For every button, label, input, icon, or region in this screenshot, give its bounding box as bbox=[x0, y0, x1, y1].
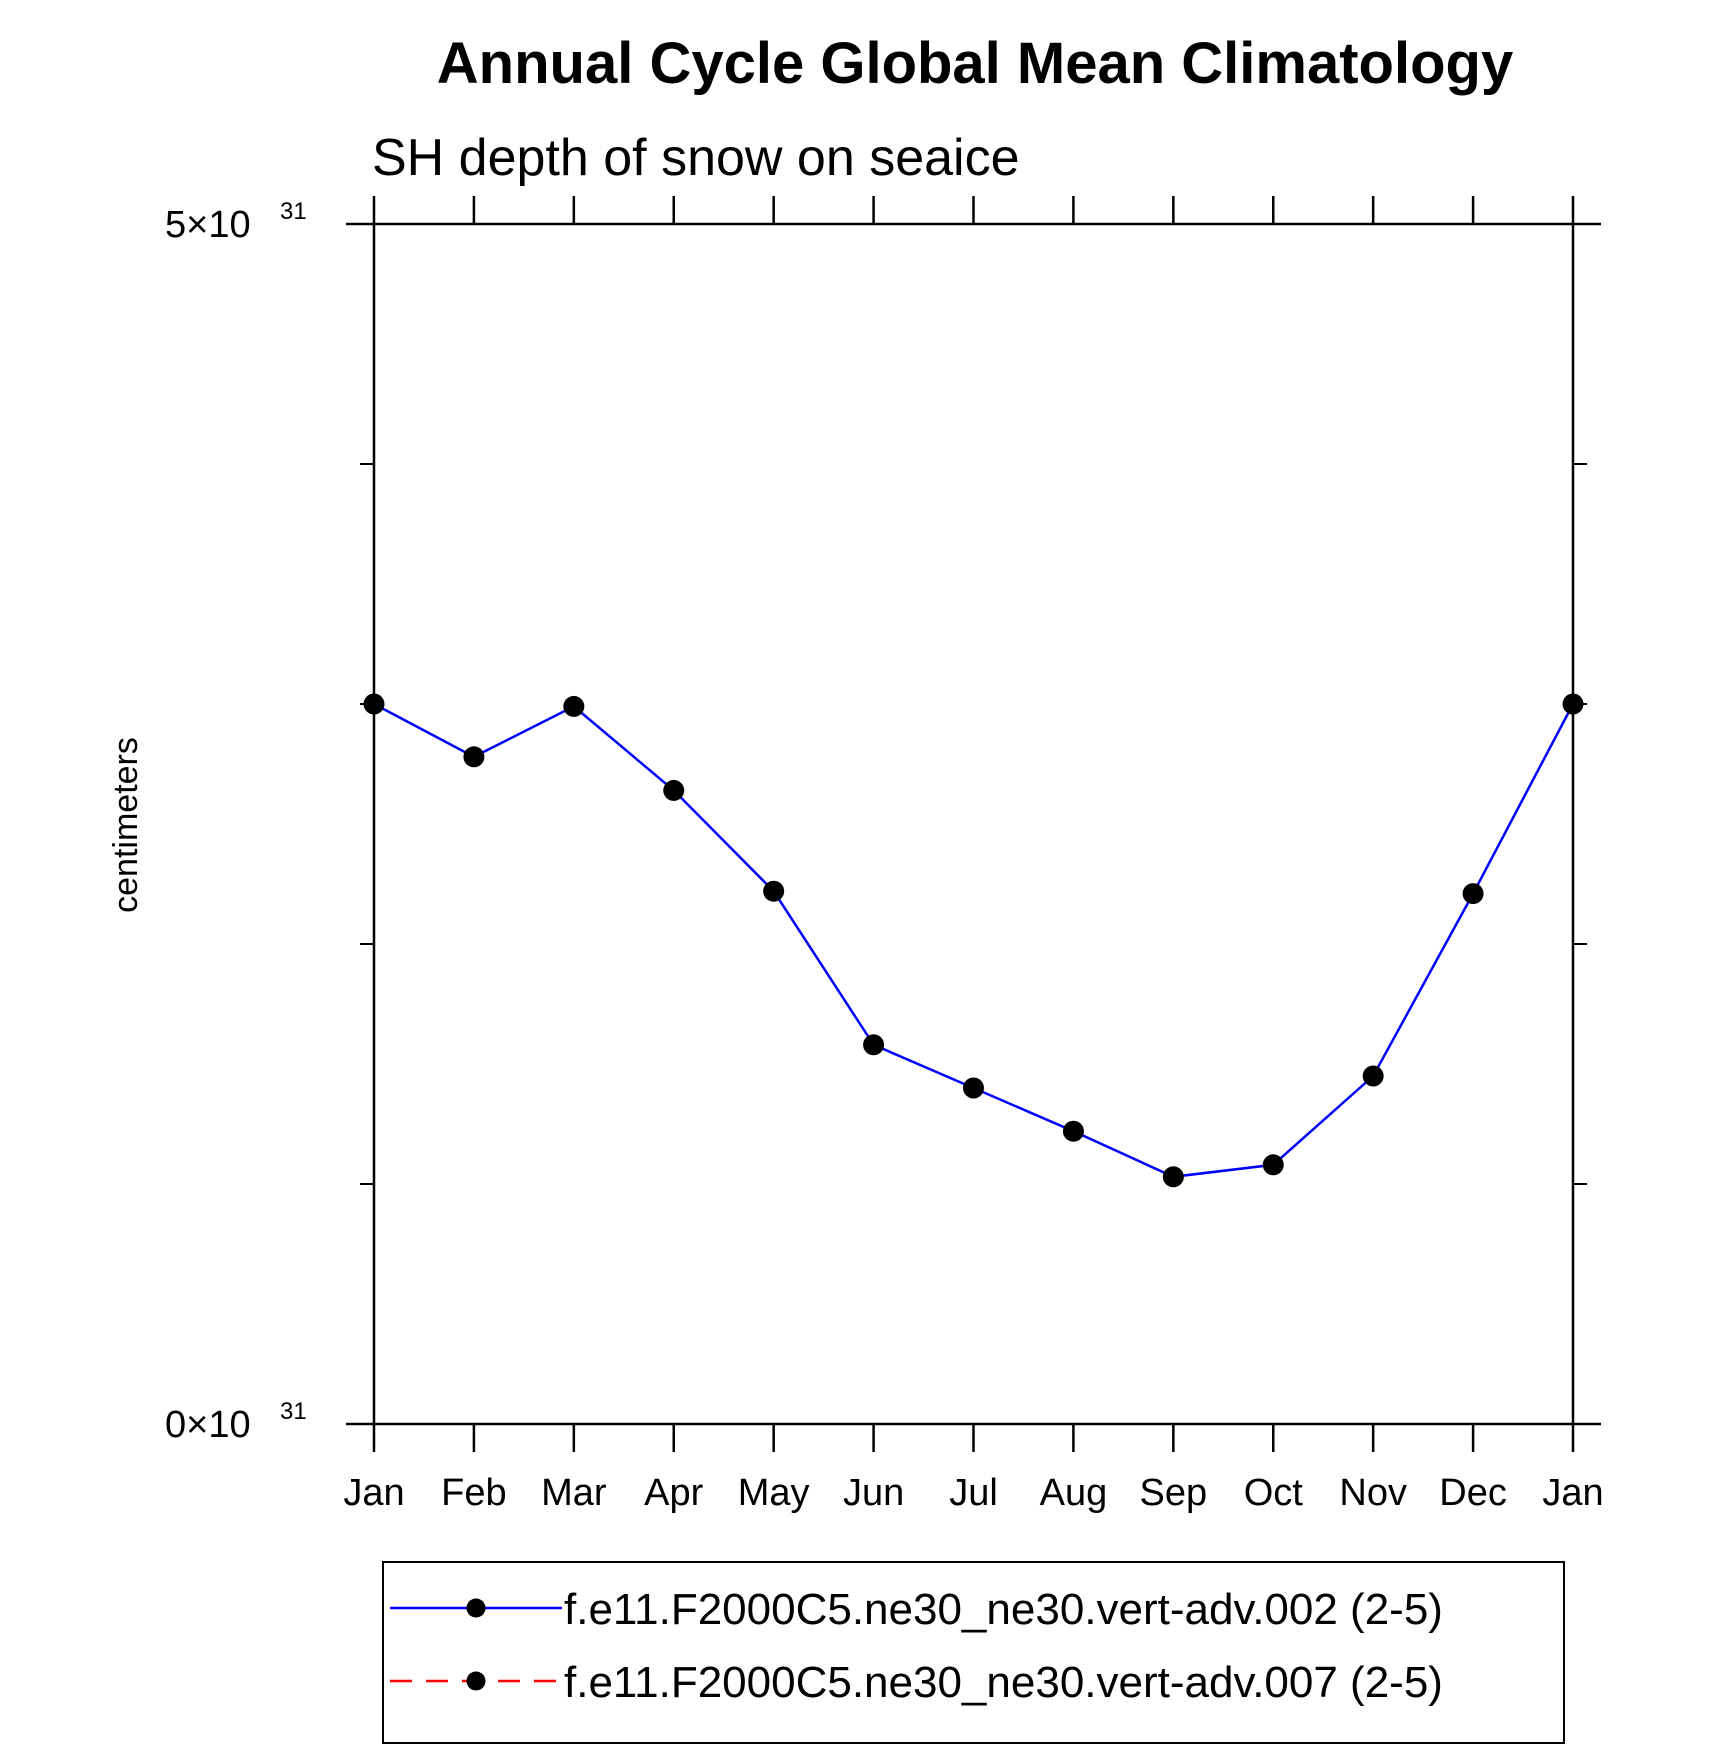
data-point bbox=[463, 746, 485, 768]
data-point bbox=[963, 1077, 984, 1099]
legend-label-1: f.e11.F2000C5.ne30_ne30.vert-adv.007 (2-… bbox=[564, 1658, 1443, 1707]
data-point bbox=[1562, 693, 1584, 715]
x-tick-label: Jul bbox=[949, 1472, 998, 1514]
data-point bbox=[1462, 883, 1484, 905]
y-tick-exponent: 31 bbox=[280, 1398, 307, 1425]
x-axis-ticks: Jan Feb Mar Apr May Jun Jul Aug Sep Oct Nov Dec Jan bbox=[343, 196, 1604, 1514]
y-axis-ticks: 5×10 31 0×10 31 bbox=[165, 198, 1601, 1446]
legend-box bbox=[382, 1561, 1565, 1744]
x-tick-label: Jun bbox=[843, 1472, 904, 1514]
y-tick-label: 0×10 bbox=[165, 1404, 251, 1446]
x-tick-label: Mar bbox=[541, 1472, 607, 1514]
x-tick-label: Dec bbox=[1439, 1472, 1507, 1514]
chart-title: Annual Cycle Global Mean Climatology bbox=[437, 31, 1513, 96]
data-point bbox=[763, 880, 785, 902]
y-axis-label: centimeters bbox=[107, 737, 145, 913]
legend-label-0: f.e11.F2000C5.ne30_ne30.vert-adv.002 (2-… bbox=[564, 1585, 1443, 1634]
data-point bbox=[863, 1034, 885, 1056]
data-point bbox=[1062, 1120, 1084, 1142]
x-tick-label: Aug bbox=[1040, 1472, 1108, 1514]
chart-subtitle: SH depth of snow on seaice bbox=[372, 129, 1020, 187]
x-tick-label: May bbox=[738, 1472, 810, 1514]
data-point bbox=[363, 693, 385, 715]
x-tick-label: Jan bbox=[343, 1472, 404, 1514]
series-layer bbox=[363, 693, 1584, 1188]
x-tick-label: Oct bbox=[1244, 1472, 1304, 1514]
legend: f.e11.F2000C5.ne30_ne30.vert-adv.002 (2-… bbox=[382, 1561, 1565, 1744]
legend-marker-1 bbox=[466, 1671, 486, 1691]
y-tick-exponent: 31 bbox=[280, 198, 307, 225]
x-tick-label: Apr bbox=[644, 1472, 703, 1514]
x-tick-label: Feb bbox=[441, 1472, 506, 1514]
x-tick-label: Sep bbox=[1140, 1472, 1208, 1514]
y-tick-label: 5×10 bbox=[165, 204, 251, 246]
data-point bbox=[563, 695, 585, 717]
data-point bbox=[1162, 1166, 1184, 1188]
data-point bbox=[1362, 1065, 1384, 1087]
series-line-0 bbox=[373, 702, 1575, 1179]
plot-frame bbox=[372, 222, 1575, 1426]
x-tick-label: Nov bbox=[1339, 1472, 1407, 1514]
x-tick-label: Jan bbox=[1542, 1472, 1603, 1514]
data-point bbox=[1262, 1154, 1284, 1176]
data-point bbox=[663, 779, 685, 801]
legend-marker-0 bbox=[466, 1598, 486, 1618]
